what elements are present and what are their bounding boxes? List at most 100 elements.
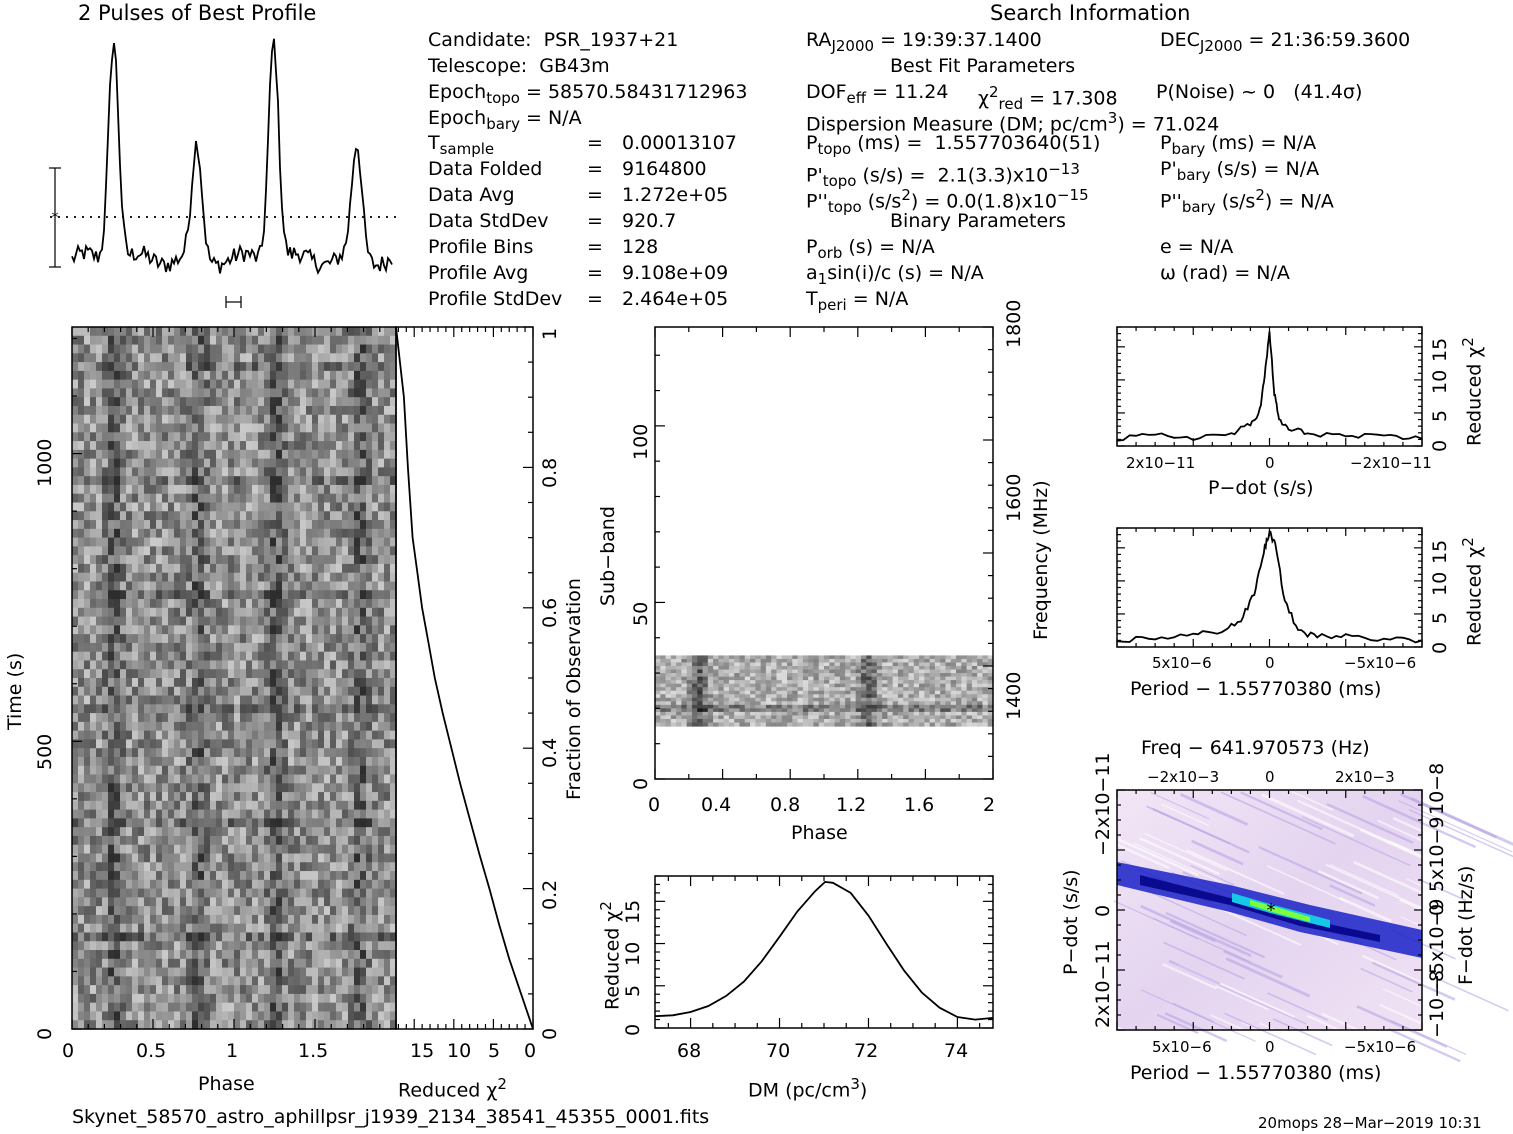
time-phase-cell <box>288 792 295 801</box>
time-phase-cell <box>192 897 199 906</box>
time-phase-cell <box>246 371 253 380</box>
time-phase-cell <box>312 976 319 985</box>
time-phase-cell <box>258 836 265 845</box>
time-phase-cell <box>132 380 139 389</box>
time-phase-cell <box>168 871 175 880</box>
subband-cell <box>750 673 756 677</box>
time-phase-cell <box>318 336 325 345</box>
time-phase-cell <box>156 625 163 634</box>
time-phase-cell <box>384 476 391 485</box>
time-phase-cell <box>144 810 151 819</box>
time-phase-cell <box>126 652 133 661</box>
time-phase-cell <box>192 388 199 397</box>
time-phase-cell <box>324 388 331 397</box>
time-phase-cell <box>168 880 175 889</box>
time-phase-cell <box>210 871 217 880</box>
time-phase-cell <box>372 599 379 608</box>
time-phase-cell <box>138 704 145 713</box>
time-phase-cell <box>294 555 301 564</box>
time-phase-cell <box>228 564 235 573</box>
time-phase-cell <box>336 696 343 705</box>
time-phase-cell <box>324 1003 331 1012</box>
time-phase-cell <box>240 388 247 397</box>
time-phase-cell <box>276 783 283 792</box>
time-phase-cell <box>372 1020 379 1029</box>
time-phase-cell <box>270 432 277 441</box>
time-phase-cell <box>78 608 85 617</box>
time-phase-cell <box>162 862 169 871</box>
time-phase-cell <box>102 704 109 713</box>
time-phase-cell <box>168 678 175 687</box>
time-phase-cell <box>366 476 373 485</box>
time-phase-cell <box>282 660 289 669</box>
time-phase-cell <box>198 503 205 512</box>
time-phase-cell <box>318 1011 325 1020</box>
subband-cell <box>977 673 983 677</box>
time-phase-cell <box>276 915 283 924</box>
time-phase-cell <box>246 643 253 652</box>
time-phase-cell <box>342 511 349 520</box>
time-phase-cell <box>222 1003 229 1012</box>
time-phase-cell <box>336 994 343 1003</box>
time-phase-cell <box>336 722 343 731</box>
time-phase-cell <box>210 687 217 696</box>
subband-cell <box>845 666 851 670</box>
time-phase-cell <box>144 660 151 669</box>
time-phase-cell <box>174 450 181 459</box>
time-phase-cell <box>366 915 373 924</box>
time-phase-cell <box>192 617 199 626</box>
time-phase-cell <box>240 818 247 827</box>
time-phase-cell <box>114 924 121 933</box>
time-phase-cell <box>240 459 247 468</box>
time-phase-cell <box>132 345 139 354</box>
time-phase-cell <box>378 976 385 985</box>
time-phase-cell <box>186 871 193 880</box>
time-phase-cell <box>276 546 283 555</box>
time-phase-cell <box>306 380 313 389</box>
time-phase-cell <box>78 924 85 933</box>
time-phase-cell <box>222 801 229 810</box>
time-phase-cell <box>216 827 223 836</box>
time-phase-cell <box>300 643 307 652</box>
time-phase-cell <box>276 669 283 678</box>
time-phase-cell <box>204 968 211 977</box>
time-phase-cell <box>264 441 271 450</box>
time-phase-cell <box>180 968 187 977</box>
time-phase-cell <box>204 511 211 520</box>
time-phase-cell <box>336 739 343 748</box>
time-phase-cell <box>372 652 379 661</box>
time-phase-cell <box>120 722 127 731</box>
time-phase-cell <box>126 459 133 468</box>
time-phase-cell <box>138 792 145 801</box>
time-phase-cell <box>198 441 205 450</box>
time-phase-cell <box>288 564 295 573</box>
time-phase-cell <box>132 792 139 801</box>
time-phase-cell <box>366 327 373 336</box>
time-phase-cell <box>342 818 349 827</box>
time-phase-cell <box>78 968 85 977</box>
time-phase-cell <box>84 625 91 634</box>
time-phase-cell <box>270 520 277 529</box>
time-phase-cell <box>342 362 349 371</box>
time-phase-cell <box>108 924 115 933</box>
time-phase-cell <box>342 345 349 354</box>
time-phase-cell <box>186 1011 193 1020</box>
time-phase-cell <box>252 432 259 441</box>
subband-cell <box>956 673 962 677</box>
time-phase-cell <box>72 432 79 441</box>
time-phase-cell <box>78 704 85 713</box>
time-phase-cell <box>234 810 241 819</box>
time-phase-cell <box>138 976 145 985</box>
subband-cell <box>903 666 909 670</box>
time-phase-cell <box>144 1011 151 1020</box>
time-phase-cell <box>216 467 223 476</box>
time-phase-cell <box>228 581 235 590</box>
time-phase-cell <box>276 660 283 669</box>
time-phase-cell <box>294 748 301 757</box>
time-phase-cell <box>90 485 97 494</box>
time-phase-cell <box>84 353 91 362</box>
time-phase-cell <box>108 581 115 590</box>
time-phase-cell <box>228 555 235 564</box>
time-phase-cell <box>84 450 91 459</box>
time-phase-cell <box>114 529 121 538</box>
